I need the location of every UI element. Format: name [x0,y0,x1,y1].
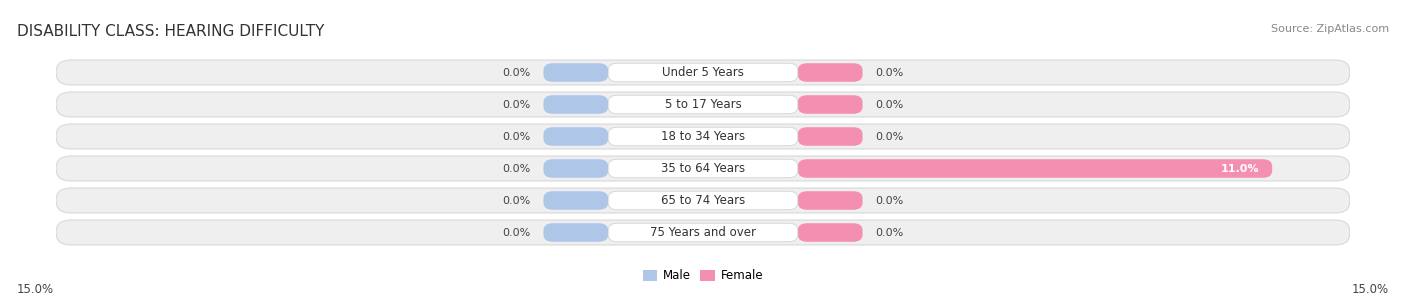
FancyBboxPatch shape [797,127,862,146]
FancyBboxPatch shape [544,95,609,114]
FancyBboxPatch shape [797,63,862,82]
FancyBboxPatch shape [797,191,862,210]
FancyBboxPatch shape [544,191,609,210]
FancyBboxPatch shape [544,127,609,146]
Text: 0.0%: 0.0% [502,99,530,109]
Text: 0.0%: 0.0% [502,228,530,238]
FancyBboxPatch shape [797,159,1272,178]
FancyBboxPatch shape [797,223,862,242]
FancyBboxPatch shape [544,63,609,82]
FancyBboxPatch shape [609,191,797,210]
Text: 11.0%: 11.0% [1220,163,1260,174]
FancyBboxPatch shape [56,124,1350,149]
Text: 35 to 64 Years: 35 to 64 Years [661,162,745,175]
FancyBboxPatch shape [544,159,609,178]
Text: 0.0%: 0.0% [876,196,904,206]
Text: 0.0%: 0.0% [502,131,530,142]
Text: Under 5 Years: Under 5 Years [662,66,744,79]
Text: 0.0%: 0.0% [502,163,530,174]
FancyBboxPatch shape [609,63,797,82]
FancyBboxPatch shape [56,156,1350,181]
FancyBboxPatch shape [56,220,1350,245]
FancyBboxPatch shape [609,95,797,114]
Text: 0.0%: 0.0% [876,99,904,109]
FancyBboxPatch shape [797,95,862,114]
FancyBboxPatch shape [544,223,609,242]
Text: 0.0%: 0.0% [502,67,530,77]
Text: 15.0%: 15.0% [1353,283,1389,296]
Text: DISABILITY CLASS: HEARING DIFFICULTY: DISABILITY CLASS: HEARING DIFFICULTY [17,24,325,39]
Text: 0.0%: 0.0% [876,67,904,77]
Text: 5 to 17 Years: 5 to 17 Years [665,98,741,111]
FancyBboxPatch shape [56,92,1350,117]
FancyBboxPatch shape [56,60,1350,85]
Text: Source: ZipAtlas.com: Source: ZipAtlas.com [1271,24,1389,34]
FancyBboxPatch shape [56,188,1350,213]
Text: 75 Years and over: 75 Years and over [650,226,756,239]
FancyBboxPatch shape [609,127,797,146]
Text: 0.0%: 0.0% [876,228,904,238]
FancyBboxPatch shape [609,159,797,178]
Text: 18 to 34 Years: 18 to 34 Years [661,130,745,143]
Legend: Male, Female: Male, Female [638,265,768,287]
FancyBboxPatch shape [609,223,797,242]
Text: 0.0%: 0.0% [502,196,530,206]
Text: 65 to 74 Years: 65 to 74 Years [661,194,745,207]
Text: 0.0%: 0.0% [876,131,904,142]
Text: 15.0%: 15.0% [17,283,53,296]
